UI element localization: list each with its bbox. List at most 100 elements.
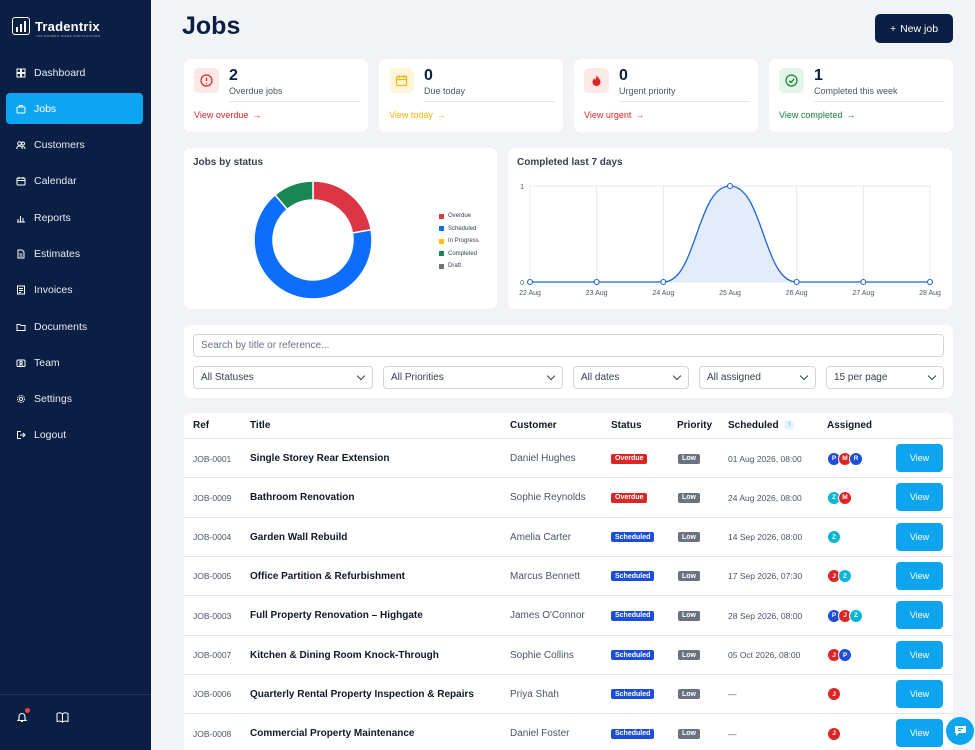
job-scheduled: 17 Sep 2026, 07:30: [728, 571, 803, 582]
data-point[interactable]: [726, 182, 734, 190]
col-priority[interactable]: Priority: [677, 420, 713, 431]
legend-item[interactable]: Draft: [439, 260, 479, 273]
area-fill: [530, 186, 930, 282]
view-button[interactable]: View: [896, 719, 943, 748]
view-button[interactable]: View: [896, 601, 943, 630]
job-title[interactable]: Commercial Property Maintenance: [250, 728, 415, 740]
sidebar-item-team[interactable]: Team: [6, 347, 143, 378]
sidebar-item-jobs[interactable]: Jobs: [6, 93, 143, 125]
sidebar-item-documents[interactable]: Documents: [6, 311, 143, 342]
stat-link[interactable]: View completed →: [779, 110, 855, 120]
avatar[interactable]: R: [849, 451, 863, 466]
table-row[interactable]: JOB-0004 Garden Wall Rebuild Amelia Carter…: [184, 516, 953, 556]
chat-icon[interactable]: [946, 717, 974, 745]
job-title[interactable]: Single Storey Rear Extension: [250, 453, 390, 464]
legend-item[interactable]: Overdue: [439, 210, 479, 223]
view-button[interactable]: View: [896, 522, 943, 551]
sidebar-item-calendar[interactable]: Calendar: [6, 166, 143, 197]
avatar[interactable]: J: [827, 687, 841, 702]
table-row[interactable]: JOB-0001 Single Storey Rear Extension Dani…: [184, 438, 953, 477]
donut-slice-scheduled[interactable]: [253, 193, 373, 300]
sidebar-item-reports[interactable]: Reports: [6, 202, 143, 233]
bar-chart-icon: [16, 213, 26, 223]
stat-link[interactable]: View today →: [389, 110, 446, 120]
col-status[interactable]: Status: [611, 420, 642, 431]
x-tick-label: 25 Aug: [719, 290, 741, 297]
legend-item[interactable]: Completed: [439, 248, 479, 261]
stat-card-due-today: 0 Due today View today →: [379, 59, 563, 132]
search-input[interactable]: [193, 334, 944, 357]
avatar[interactable]: P: [838, 648, 852, 662]
col-scheduled[interactable]: Scheduled ↑: [728, 420, 795, 431]
job-title[interactable]: Office Partition & Refurbishment: [250, 570, 406, 582]
job-customer: Daniel Foster: [510, 728, 570, 740]
data-point[interactable]: [593, 278, 600, 286]
donut-slice-overdue[interactable]: [312, 180, 372, 234]
chevron-down-icon: [799, 371, 809, 381]
job-title[interactable]: Bathroom Renovation: [250, 492, 355, 504]
avatar[interactable]: Z: [849, 608, 863, 623]
table-row[interactable]: JOB-0006 Quarterly Rental Property Inspec…: [184, 673, 953, 713]
legend-item[interactable]: In Progress: [439, 235, 479, 248]
stat-link[interactable]: View overdue →: [194, 110, 261, 120]
donut-chart: [253, 180, 373, 300]
avatar[interactable]: M: [838, 490, 852, 505]
book-icon[interactable]: [56, 710, 69, 728]
stat-link[interactable]: View urgent →: [584, 110, 644, 120]
view-button[interactable]: View: [896, 640, 943, 669]
x-tick-label: 27 Aug: [852, 290, 874, 297]
sidebar-item-invoices[interactable]: Invoices: [6, 275, 143, 306]
table-row[interactable]: JOB-0009 Bathroom Renovation Sophie Reynol…: [184, 477, 953, 517]
view-button[interactable]: View: [896, 561, 943, 590]
avatar[interactable]: J: [827, 569, 841, 584]
data-point[interactable]: [860, 278, 867, 286]
filter-select-all-statuses[interactable]: All Statuses: [193, 366, 373, 389]
filter-select-all-priorities[interactable]: All Priorities: [383, 366, 563, 389]
avatar[interactable]: M: [838, 451, 852, 466]
bell-icon[interactable]: [16, 708, 30, 723]
sidebar-item-logout[interactable]: Logout: [6, 420, 143, 451]
legend-item[interactable]: Scheduled: [439, 223, 479, 236]
job-title[interactable]: Quarterly Rental Property Inspection & R…: [250, 688, 474, 700]
alert-icon: [194, 68, 219, 93]
data-point[interactable]: [793, 278, 800, 286]
sort-asc-icon[interactable]: ↑: [784, 420, 795, 431]
table-row[interactable]: JOB-0008 Commercial Property Maintenance D…: [184, 713, 953, 750]
data-point[interactable]: [926, 278, 934, 286]
donut-slice-completed[interactable]: [274, 180, 314, 211]
sidebar-item-settings[interactable]: Settings: [6, 384, 143, 415]
avatar[interactable]: Z: [827, 530, 841, 545]
brand[interactable]: Tradentrix: [12, 17, 100, 35]
table-row[interactable]: JOB-0005 Office Partition & Refurbishment…: [184, 555, 953, 595]
sidebar-item-customers[interactable]: Customers: [6, 130, 143, 161]
col-title[interactable]: Title: [250, 420, 271, 431]
table-row[interactable]: JOB-0007 Kitchen & Dining Room Knock-Thro…: [184, 634, 953, 674]
avatar[interactable]: Z: [838, 569, 852, 584]
line-chart: 22 Aug 23 Aug 24 Aug 25 Aug 26 Aug 27 Aug 28 A…: [519, 182, 941, 297]
job-title[interactable]: Kitchen & Dining Room Knock-Through: [250, 649, 439, 661]
table-row[interactable]: JOB-0003 Full Property Renovation – Highg…: [184, 595, 953, 635]
view-button[interactable]: View: [896, 679, 943, 708]
sidebar-item-estimates[interactable]: Estimates: [6, 238, 143, 269]
assigned-avatars: J: [827, 714, 841, 750]
view-button[interactable]: View: [896, 444, 943, 472]
col-customer[interactable]: Customer: [510, 420, 557, 431]
data-point[interactable]: [660, 278, 667, 286]
data-point[interactable]: [526, 278, 534, 286]
filter-select-15-per-page[interactable]: 15 per page: [826, 366, 944, 389]
view-button[interactable]: View: [896, 483, 943, 512]
col-assigned[interactable]: Assigned: [827, 420, 873, 431]
col-ref[interactable]: Ref: [193, 420, 210, 431]
avatar[interactable]: J: [827, 726, 841, 741]
sidebar-item-label: Logout: [34, 429, 67, 442]
avatar[interactable]: Z: [827, 490, 841, 505]
filter-select-all-assigned[interactable]: All assigned: [699, 366, 816, 389]
job-customer: Amelia Carter: [510, 531, 572, 543]
job-title[interactable]: Full Property Renovation – Highgate: [250, 610, 423, 622]
job-customer: Priya Shah: [510, 688, 559, 700]
new-job-button[interactable]: + New job: [875, 14, 953, 43]
job-title[interactable]: Garden Wall Rebuild: [250, 531, 348, 543]
sidebar-item-dashboard[interactable]: Dashboard: [6, 57, 143, 88]
filter-select-all-dates[interactable]: All dates: [573, 366, 689, 389]
